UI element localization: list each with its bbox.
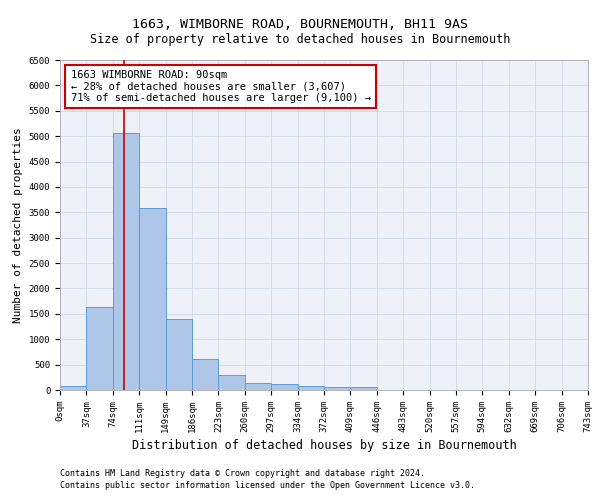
Bar (166, 319, 192, 390)
Bar (139, 208, 166, 390)
Bar (350, 387, 377, 390)
Bar (218, 376, 245, 390)
Bar (245, 382, 271, 390)
Text: Size of property relative to detached houses in Bournemouth: Size of property relative to detached ho… (90, 32, 510, 46)
Text: Contains public sector information licensed under the Open Government Licence v3: Contains public sector information licen… (60, 481, 475, 490)
X-axis label: Distribution of detached houses by size in Bournemouth: Distribution of detached houses by size … (131, 439, 517, 452)
Bar (324, 387, 350, 390)
Bar (271, 384, 298, 390)
Text: 1663 WIMBORNE ROAD: 90sqm
← 28% of detached houses are smaller (3,607)
71% of se: 1663 WIMBORNE ROAD: 90sqm ← 28% of detac… (71, 70, 371, 103)
Bar (60, 386, 86, 390)
Bar (86, 307, 113, 390)
Y-axis label: Number of detached properties: Number of detached properties (13, 127, 23, 323)
Bar (192, 358, 218, 390)
Text: 1663, WIMBORNE ROAD, BOURNEMOUTH, BH11 9AS: 1663, WIMBORNE ROAD, BOURNEMOUTH, BH11 9… (132, 18, 468, 30)
Text: Contains HM Land Registry data © Crown copyright and database right 2024.: Contains HM Land Registry data © Crown c… (60, 468, 425, 477)
Bar (298, 386, 324, 390)
Bar (113, 133, 139, 390)
